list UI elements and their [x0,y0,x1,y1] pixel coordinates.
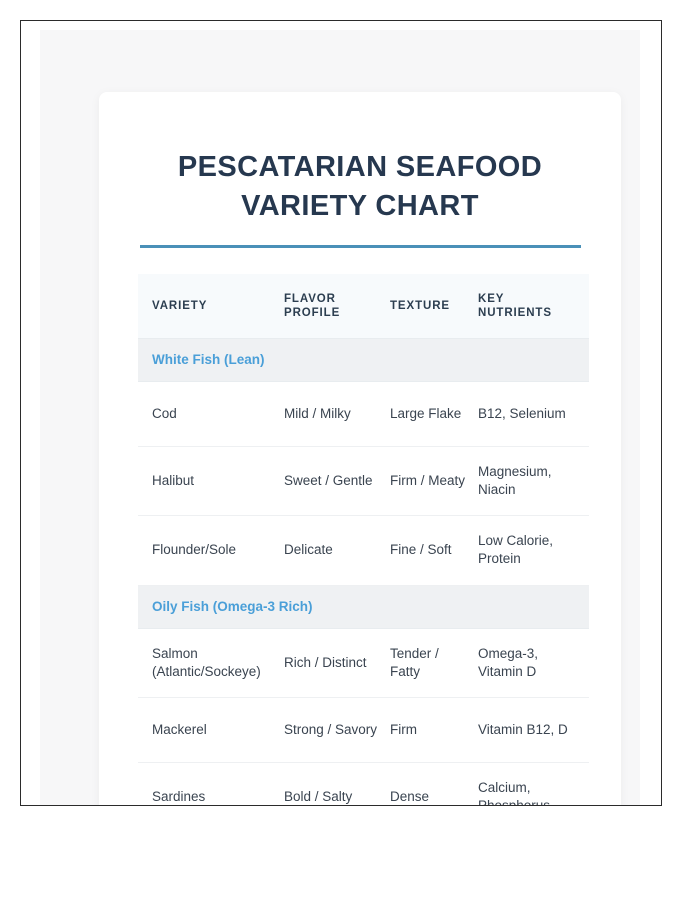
cell-variety: Mackerel [138,697,284,763]
cell-texture: Firm [390,697,478,763]
cell-nutrients: Vitamin B12, D [478,697,589,763]
table-header: VARIETY FLAVOR PROFILE TEXTURE KEY NUTRI… [138,274,589,339]
title-divider [139,245,581,249]
cell-variety: Cod [138,381,284,447]
cell-flavor: Rich / Distinct [284,628,390,698]
document-viewport-frame: PESCATARIAN SEAFOOD VARIETY CHART VARIET… [20,20,662,806]
category-row: White Fish (Lean) [138,338,589,382]
column-header-key-nutrients: KEY NUTRIENTS [478,274,589,339]
table-header-row: VARIETY FLAVOR PROFILE TEXTURE KEY NUTRI… [138,274,589,339]
category-row: Oily Fish (Omega-3 Rich) [138,585,589,629]
table-row: Salmon (Atlantic/Sockeye) Rich / Distinct… [138,628,589,698]
seafood-variety-table: VARIETY FLAVOR PROFILE TEXTURE KEY NUTRI… [138,274,589,805]
cell-nutrients: B12, Selenium [478,381,589,447]
cell-texture: Large Flake [390,381,478,447]
cell-variety: Sardines [138,762,284,805]
table-row: Flounder/Sole Delicate Fine / Soft Low Calo… [138,515,589,586]
cell-flavor: Sweet / Gentle [284,446,390,517]
table-row: Halibut Sweet / Gentle Firm / Meaty Magnesi… [138,446,589,517]
cell-nutrients: Low Calorie, Protein [478,515,589,586]
page-title: PESCATARIAN SEAFOOD VARIETY CHART [177,151,543,222]
table-body: White Fish (Lean) Cod Mild / Milky Large Fl… [138,338,589,805]
page-backdrop: PESCATARIAN SEAFOOD VARIETY CHART VARIET… [40,30,640,805]
category-label: Oily Fish (Omega-3 Rich) [138,585,589,629]
cell-texture: Dense [390,762,478,805]
cell-variety: Salmon (Atlantic/Sockeye) [138,628,284,698]
cell-flavor: Delicate [284,515,390,586]
column-header-flavor-profile: FLAVOR PROFILE [284,274,390,339]
column-header-texture: TEXTURE [390,274,478,339]
cell-texture: Tender / Fatty [390,628,478,698]
cell-flavor: Mild / Milky [284,381,390,447]
table-row: Mackerel Strong / Savory Firm Vitamin B12, … [138,697,589,763]
column-header-variety: VARIETY [138,274,284,339]
cell-texture: Fine / Soft [390,515,478,586]
cell-flavor: Strong / Savory [284,697,390,763]
category-label: White Fish (Lean) [138,338,589,382]
cell-texture: Firm / Meaty [390,446,478,517]
table-row: Cod Mild / Milky Large Flake B12, Selenium [138,381,589,447]
cell-nutrients: Omega-3, Vitamin D [478,628,589,698]
cell-variety: Halibut [138,446,284,517]
table-row: Sardines Bold / Salty Dense Calcium, Phosph… [138,762,589,805]
cell-variety: Flounder/Sole [138,515,284,586]
cell-nutrients: Magnesium, Niacin [478,446,589,517]
cell-flavor: Bold / Salty [284,762,390,805]
cell-nutrients: Calcium, Phosphorus [478,762,589,805]
content-card: PESCATARIAN SEAFOOD VARIETY CHART VARIET… [99,92,621,805]
